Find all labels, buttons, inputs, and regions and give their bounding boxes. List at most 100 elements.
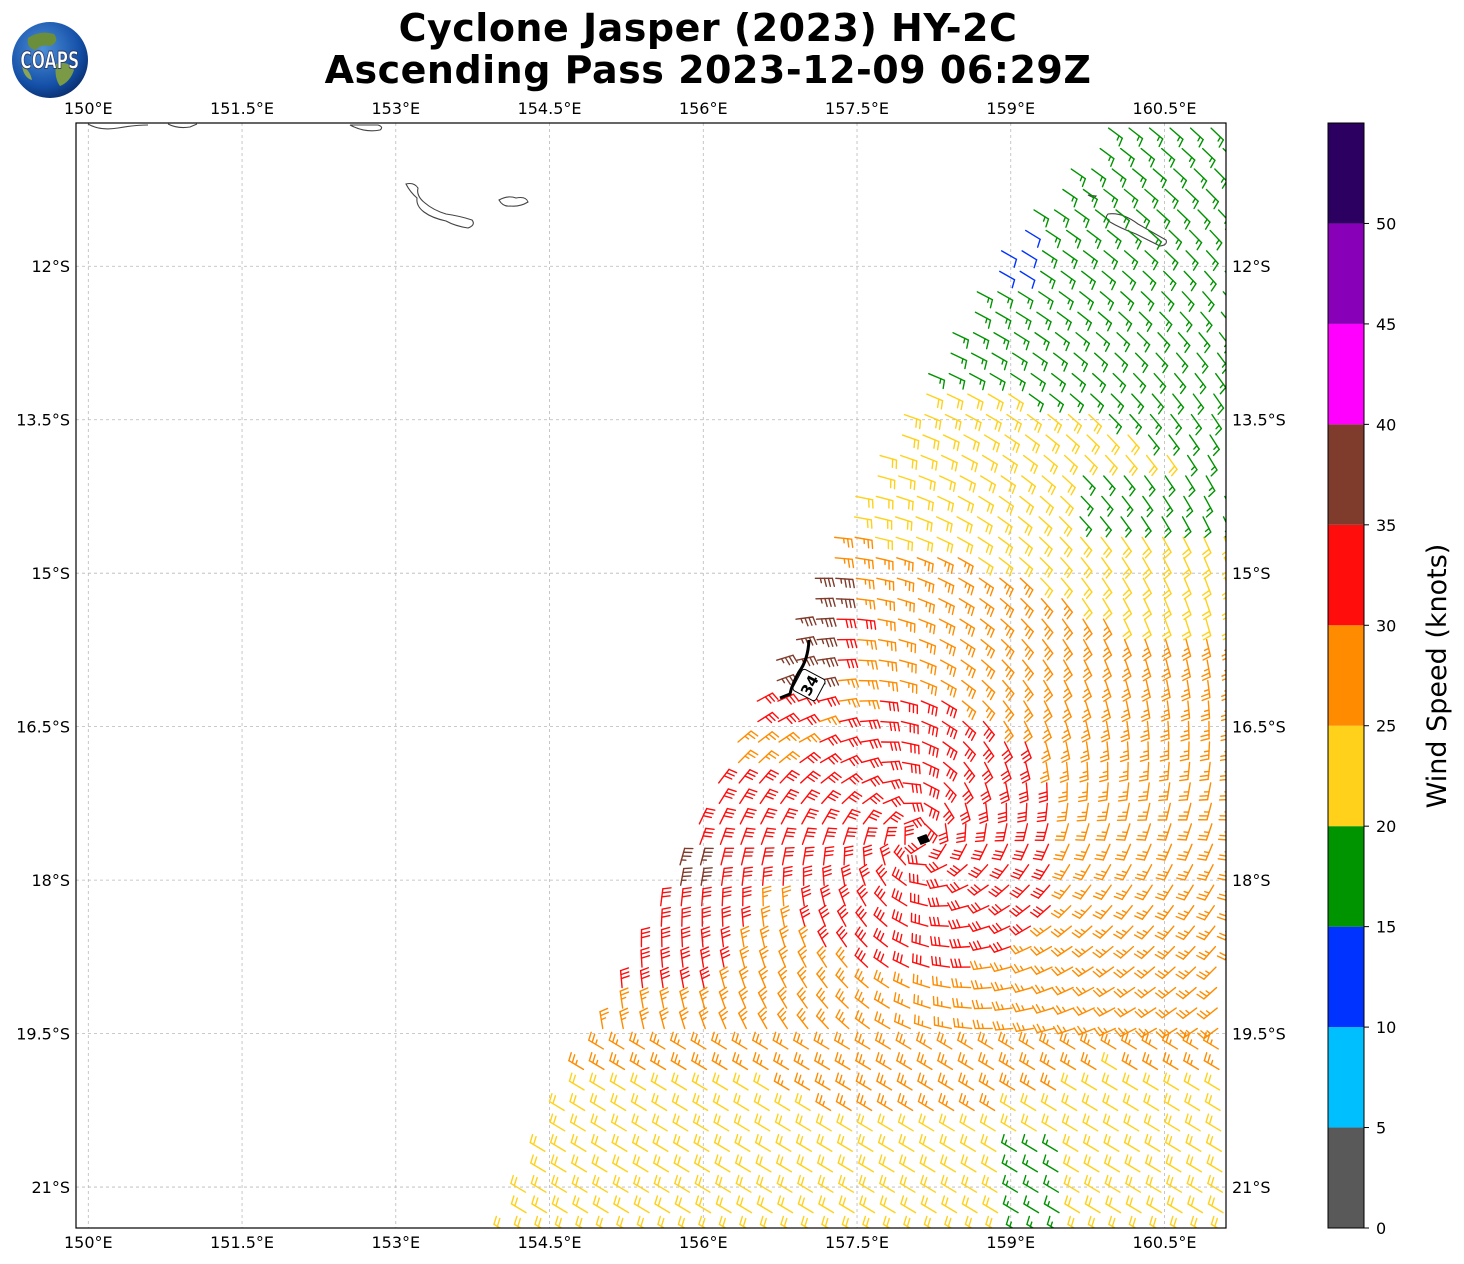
wind-barb [654, 1195, 671, 1214]
wind-barb [1092, 884, 1112, 900]
wind-barb [995, 311, 1012, 330]
wind-barb [1121, 557, 1133, 579]
wind-barb [1143, 1113, 1160, 1132]
wind-barb [780, 905, 790, 927]
wind-barb [739, 1215, 748, 1228]
wind-barb [1122, 577, 1133, 600]
wind-barb [735, 1174, 752, 1193]
wind-barb [1101, 270, 1117, 291]
wind-barb [903, 802, 924, 812]
wind-barb [1043, 679, 1054, 702]
wind-barb [963, 761, 976, 784]
wind-barb [1236, 374, 1246, 394]
wind-barb [974, 311, 992, 329]
wind-barb [1038, 782, 1049, 803]
wind-barb [774, 1092, 791, 1112]
wind-barb [876, 598, 896, 612]
wind-barb [879, 679, 899, 692]
wind-barb [681, 906, 691, 927]
wind-barb [802, 846, 815, 866]
wind-barb [1120, 700, 1131, 723]
wind-barb [1033, 209, 1050, 228]
wind-barb [591, 1154, 608, 1173]
wind-barb [1202, 147, 1216, 169]
wind-barb [1103, 1133, 1120, 1152]
wind-barb [1103, 475, 1116, 497]
wind-barb [835, 967, 849, 989]
wind-barb [1193, 168, 1208, 189]
wind-barb [795, 1133, 812, 1152]
wind-barb [842, 808, 861, 825]
wind-barb [712, 1092, 729, 1112]
wind-barb [760, 905, 771, 927]
wind-barb [913, 1014, 932, 1030]
wind-barb [741, 866, 754, 886]
wind-barb [1018, 536, 1033, 557]
wind-barb [903, 413, 922, 430]
wind-barb [957, 1031, 974, 1050]
wind-barb [1120, 147, 1135, 168]
wind-barb [1221, 618, 1226, 641]
wind-barb [738, 1007, 748, 1030]
wind-barb [1122, 1072, 1139, 1091]
wind-barb [1229, 456, 1237, 476]
colorbar-bin [1328, 123, 1364, 224]
wind-barb [936, 1031, 953, 1050]
x-tick-label-top: 157.5°E [825, 99, 889, 118]
wind-barb [918, 618, 936, 635]
wind-barb [691, 1052, 708, 1071]
x-tick-label-bottom: 156°E [679, 1233, 728, 1252]
wind-barb [1001, 1154, 1018, 1173]
wind-barb [903, 817, 926, 829]
wind-barb [1207, 1195, 1224, 1214]
wind-barb [673, 1154, 690, 1173]
wind-barb [981, 679, 996, 701]
wind-barb [999, 270, 1016, 289]
wind-barb [755, 1154, 772, 1173]
wind-barb [972, 332, 990, 350]
wind-barb [902, 782, 922, 794]
wind-barb [1158, 761, 1170, 782]
wind-barb [858, 863, 870, 886]
wind-barb [777, 1195, 794, 1214]
wind-barb [985, 1215, 994, 1228]
wind-barb [876, 577, 895, 591]
wind-barb [1121, 679, 1132, 702]
wind-barb [651, 1113, 668, 1132]
wind-barb [701, 886, 712, 907]
y-tick-label-right: 18°S [1232, 871, 1271, 890]
wind-barb [1092, 925, 1114, 939]
wind-barb [982, 1195, 999, 1214]
wind-barb [950, 958, 971, 968]
wind-barb [1058, 782, 1068, 803]
wind-barb [1005, 1215, 1014, 1228]
wind-barb [1198, 802, 1212, 821]
wind-barb [858, 679, 879, 690]
wind-barb [855, 577, 875, 590]
wind-barb [938, 1092, 955, 1112]
storm-center-marker [916, 834, 931, 845]
wind-barb [1004, 434, 1020, 453]
wind-barb [1039, 1031, 1056, 1050]
wind-barb [1215, 372, 1226, 395]
wind-barb [982, 741, 995, 763]
wind-barb [1155, 864, 1173, 881]
wind-barb [1123, 475, 1136, 497]
wind-barb [1032, 1023, 1055, 1034]
wind-barb [1092, 945, 1114, 959]
wind-barb [1153, 372, 1167, 394]
island-malaita-west [498, 196, 529, 207]
wind-barb [1041, 638, 1054, 661]
wind-barb [632, 1154, 649, 1173]
wind-barb [907, 854, 927, 866]
wind-barb [1051, 372, 1066, 393]
wind-barb [1009, 884, 1030, 899]
wind-barb [1062, 638, 1073, 661]
wind-barb [912, 973, 931, 989]
wind-barb [1040, 598, 1054, 620]
x-tick-label-bottom: 157.5°E [825, 1233, 889, 1252]
wind-barb [1116, 332, 1131, 353]
wind-barb [633, 1195, 650, 1214]
wind-barb [1062, 679, 1073, 702]
wind-barb [816, 966, 828, 989]
